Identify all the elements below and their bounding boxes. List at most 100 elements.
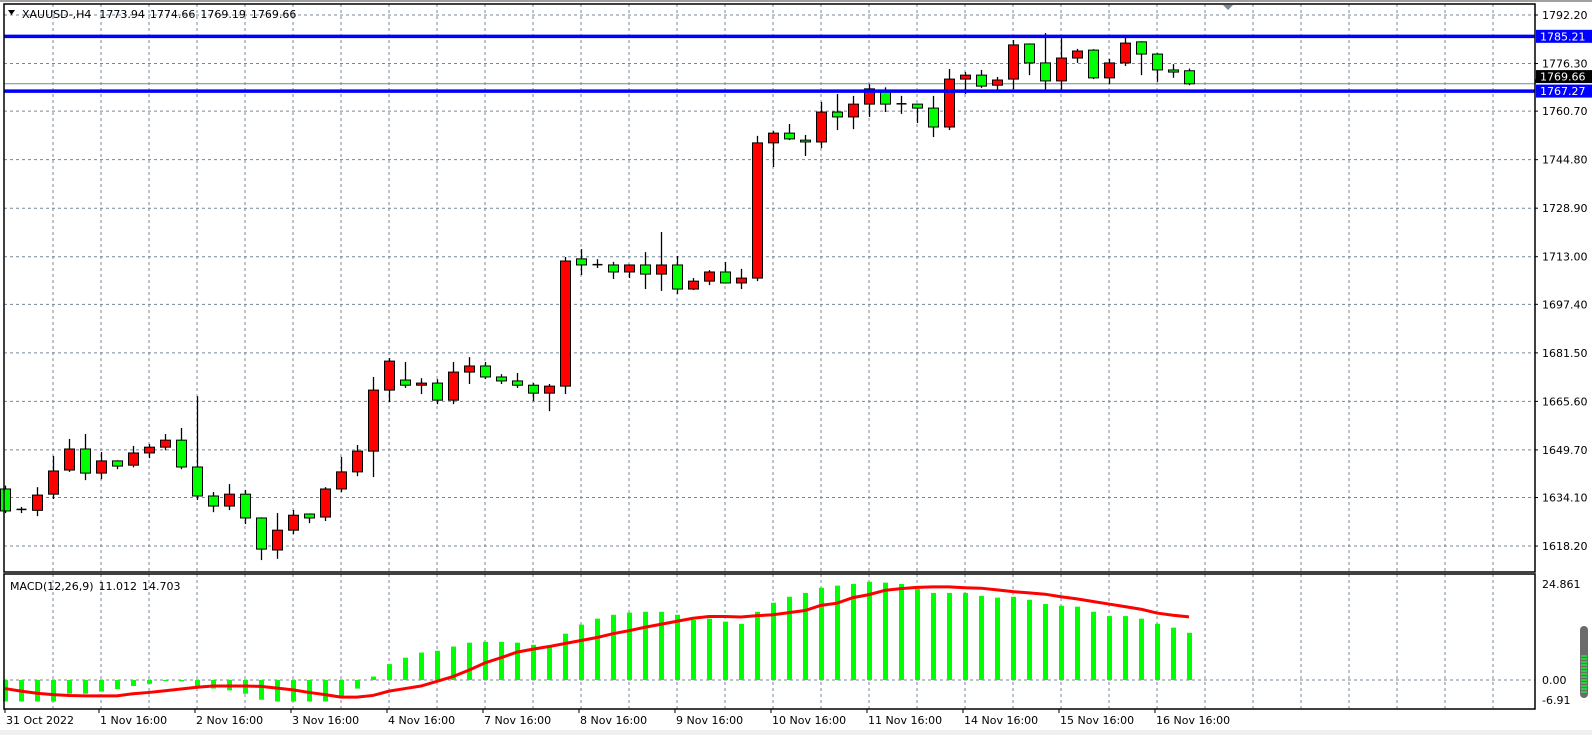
- macd-histogram-bar: [99, 680, 104, 692]
- candle: [240, 489, 251, 525]
- candle: [992, 76, 1003, 91]
- candle-body: [832, 111, 843, 118]
- candle: [416, 378, 427, 395]
- candle: [256, 517, 267, 561]
- macd-histogram-bar: [1107, 616, 1112, 680]
- level-price-label: 1785.21: [1540, 30, 1586, 43]
- macd-histogram-bar: [483, 641, 488, 680]
- triangle-down-icon[interactable]: [8, 10, 15, 15]
- price-axis-label: 1728.90: [1542, 202, 1588, 215]
- slider-level-stripe: [1581, 688, 1587, 690]
- macd-histogram-bar: [851, 583, 856, 680]
- time-axis-label: 10 Nov 16:00: [772, 714, 846, 727]
- candle: [512, 372, 523, 388]
- chart-shift-marker-icon[interactable]: [1223, 5, 1233, 10]
- candle-body: [1104, 62, 1115, 79]
- candle-body: [944, 78, 955, 128]
- candle: [288, 510, 299, 535]
- candle-body: [416, 382, 427, 386]
- main-chart-panel[interactable]: [0, 4, 1536, 572]
- candle-body: [64, 448, 75, 471]
- candle-body: [688, 280, 699, 290]
- slider-level-stripe: [1581, 682, 1587, 684]
- macd-histogram-bar: [803, 592, 808, 680]
- macd-histogram-bar: [595, 618, 600, 680]
- indicator-scale-slider[interactable]: [1580, 626, 1588, 698]
- candle-body: [1040, 62, 1051, 82]
- candle-body: [576, 258, 587, 266]
- candle: [464, 357, 475, 384]
- price-axis-label: 1792.20: [1542, 9, 1588, 22]
- candle-body: [112, 460, 123, 467]
- macd-histogram-bar: [1091, 611, 1096, 680]
- time-axis-label: 2 Nov 16:00: [196, 714, 263, 727]
- candle: [80, 434, 91, 481]
- candle-body: [144, 446, 155, 454]
- candle-body: [720, 271, 731, 284]
- slider-level-stripe: [1581, 673, 1587, 675]
- candle: [368, 376, 379, 478]
- macd-histogram-bar: [1187, 632, 1192, 680]
- candle: [816, 101, 827, 149]
- candle-body: [1120, 42, 1131, 64]
- candle: [1136, 41, 1147, 76]
- candle: [944, 69, 955, 131]
- main-panel-frame: [3, 3, 1536, 573]
- macd-histogram-bar: [755, 611, 760, 680]
- slider-level-stripe: [1581, 685, 1587, 687]
- macd-name: MACD(12,26,9): [10, 580, 94, 593]
- candle: [896, 95, 907, 114]
- price-axis-label: 1649.70: [1542, 444, 1588, 457]
- macd-histogram-bar: [467, 642, 472, 680]
- candle: [800, 134, 811, 157]
- price-axis-label: 1618.20: [1542, 540, 1588, 553]
- candle-body: [912, 103, 923, 109]
- candle-body: [400, 379, 411, 386]
- macd-histogram-bar: [403, 657, 408, 680]
- candle: [1184, 68, 1195, 86]
- macd-panel[interactable]: [3, 574, 1535, 709]
- time-axis-label: 14 Nov 16:00: [964, 714, 1038, 727]
- macd-histogram-bar: [307, 680, 312, 702]
- candle-body: [304, 513, 315, 519]
- candle: [912, 103, 923, 124]
- macd-histogram-bar: [1171, 627, 1176, 680]
- header-high: 1774.66: [150, 8, 196, 21]
- candle-body: [512, 380, 523, 386]
- macd-histogram-bar: [1011, 596, 1016, 680]
- candle-body: [976, 74, 987, 87]
- candle-body: [256, 517, 267, 550]
- candle-body: [928, 107, 939, 128]
- candle-body: [432, 382, 443, 401]
- macd-histogram-bar: [67, 680, 72, 694]
- candle-body: [848, 103, 859, 118]
- candle: [864, 84, 875, 117]
- time-axis-label: 31 Oct 2022: [6, 714, 74, 727]
- candle: [128, 445, 139, 468]
- candle-body: [528, 384, 539, 394]
- candle-body: [752, 142, 763, 279]
- header-close: 1769.66: [251, 8, 297, 21]
- candle-body: [816, 111, 827, 143]
- macd-histogram-bar: [163, 680, 168, 681]
- time-axis-label: 9 Nov 16:00: [676, 714, 743, 727]
- candle-body: [240, 493, 251, 519]
- candle: [224, 484, 235, 511]
- macd-histogram-bar: [131, 680, 136, 687]
- candle: [576, 249, 587, 276]
- macd-histogram-bar: [1059, 605, 1064, 680]
- candle: [112, 460, 123, 470]
- candle: [384, 358, 395, 402]
- time-axis-label: 1 Nov 16:00: [100, 714, 167, 727]
- candle-body: [1184, 70, 1195, 85]
- time-axis-label: 7 Nov 16:00: [484, 714, 551, 727]
- top-edge: [0, 0, 1592, 2]
- macd-histogram-bar: [531, 644, 536, 680]
- price-axis-label: 1776.30: [1542, 58, 1588, 71]
- macd-histogram-bar: [371, 676, 376, 680]
- macd-histogram-bar: [35, 680, 40, 702]
- candle-body: [1008, 44, 1019, 80]
- macd-histogram-bar: [995, 597, 1000, 680]
- candle-body: [384, 360, 395, 391]
